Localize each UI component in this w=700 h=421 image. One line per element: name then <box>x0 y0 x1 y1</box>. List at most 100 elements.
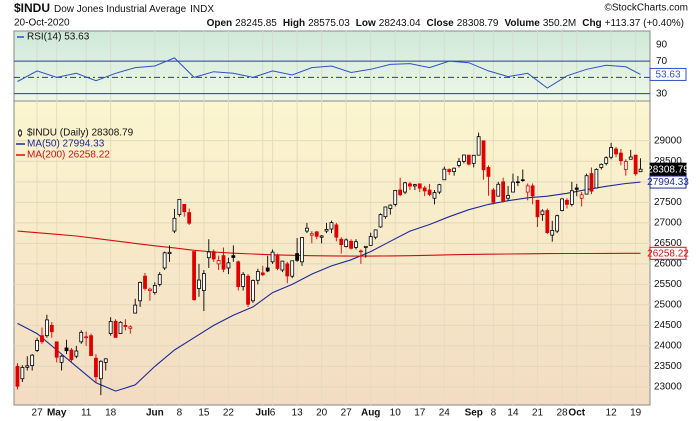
x-tick-label: 13 <box>292 408 304 419</box>
candle-body <box>221 255 226 270</box>
x-tick-label: 8 <box>177 408 183 419</box>
quote-label: High <box>283 18 305 29</box>
candle-body <box>393 189 398 205</box>
candle-body <box>30 354 35 367</box>
value-tag-label: 53.63 <box>655 70 680 81</box>
candle-body <box>462 154 466 162</box>
y-tick-label: 30 <box>656 88 668 99</box>
x-tick-label: 19 <box>630 408 642 419</box>
candle-body <box>128 326 133 329</box>
candle-body <box>506 195 510 199</box>
x-tick-label: 14 <box>507 408 519 419</box>
candle-body <box>79 331 84 343</box>
candle-body <box>530 185 535 197</box>
candle-body <box>211 251 216 260</box>
candle-body <box>515 181 520 184</box>
candle-body <box>197 279 201 289</box>
x-tick-label: 12 <box>606 408 618 419</box>
candle-body <box>231 255 236 258</box>
candle-body <box>417 183 422 189</box>
candle-body <box>300 237 304 263</box>
candle-body <box>236 261 241 288</box>
line <box>17 230 641 257</box>
candle-body <box>143 275 147 289</box>
candle-body <box>412 184 417 187</box>
candle-body <box>44 319 49 337</box>
candle-body <box>594 168 599 189</box>
candle-body <box>383 206 388 218</box>
quote: Open 28245.85 High 28575.03 Low 28243.04 Close… <box>207 18 684 29</box>
x-tick-label: Sep <box>465 408 483 419</box>
candle-body <box>511 181 515 193</box>
candle-body <box>148 288 152 291</box>
candle-body <box>265 267 270 272</box>
y-tick-label: 29000 <box>654 135 682 146</box>
candle-body <box>334 224 339 238</box>
candle-body <box>358 250 363 253</box>
candle-body <box>457 161 461 166</box>
legend-label: RSI(14) 53.63 <box>27 32 90 43</box>
candle-body <box>491 189 496 203</box>
candle-body <box>206 251 211 259</box>
x-tick-label: 11 <box>81 408 92 419</box>
candle-body <box>442 168 447 181</box>
x-tick-label: 22 <box>223 408 235 419</box>
candle-body <box>172 217 177 232</box>
candle-body <box>177 198 182 216</box>
candle-body <box>309 233 314 236</box>
candle-body <box>599 163 604 168</box>
candle-body <box>255 271 260 281</box>
price-plot <box>14 101 650 405</box>
x-tick-label: Jul <box>256 408 271 419</box>
candle-body <box>569 190 574 205</box>
quote-label: Volume <box>504 18 540 29</box>
x-tick-label: 8 <box>491 408 497 419</box>
candle-body <box>604 157 609 164</box>
candle-body <box>619 152 623 162</box>
quote-label: Chg <box>582 18 601 29</box>
quote-value: 28575.03 <box>308 18 350 29</box>
candle-body <box>305 227 309 232</box>
candle-body <box>368 236 373 246</box>
candle-body <box>133 304 138 314</box>
candle-body <box>182 203 187 213</box>
candle-body <box>94 357 98 378</box>
chart-title: $INDU Dow Jones Industrial Average INDX <box>14 1 214 15</box>
candle-body <box>187 212 192 224</box>
candle-body <box>354 241 358 248</box>
legend-label: MA(50) 27994.33 <box>27 139 105 150</box>
y-tick-label: 23500 <box>654 361 682 372</box>
candle-body <box>25 365 30 368</box>
y-tick-label: 90 <box>656 39 668 50</box>
candle-body <box>545 210 550 233</box>
candle-body <box>486 167 491 177</box>
x-tick-label: 15 <box>198 408 210 419</box>
y-tick-label: 28500 <box>654 156 682 167</box>
quote-label: Close <box>427 18 455 29</box>
candle-body <box>54 341 59 358</box>
candle-body <box>98 360 103 380</box>
candle-body <box>64 347 69 352</box>
y-tick-label: 27500 <box>654 197 682 208</box>
candle-body <box>123 325 128 327</box>
candle-body <box>216 260 221 265</box>
candle-body <box>260 272 265 276</box>
quote-label: Low <box>356 18 376 29</box>
candle-body <box>437 184 442 193</box>
legend-label: MA(200) 26258.22 <box>27 150 110 161</box>
legend-label: $INDU (Daily) 28308.79 <box>27 128 134 139</box>
candle-body <box>89 335 93 356</box>
candle-body <box>344 239 349 248</box>
legend-swatch <box>18 130 22 136</box>
candle-body <box>520 179 525 181</box>
candle-body <box>398 189 403 196</box>
x-tick-label: 6 <box>270 408 276 419</box>
x-tick-label: Jun <box>146 408 164 419</box>
candle-body <box>280 260 285 271</box>
x-tick-label: 27 <box>341 408 353 419</box>
candle-body <box>167 251 172 255</box>
candle-body <box>496 183 501 197</box>
quote-value: 28308.79 <box>457 18 499 29</box>
candle-body <box>550 230 555 236</box>
